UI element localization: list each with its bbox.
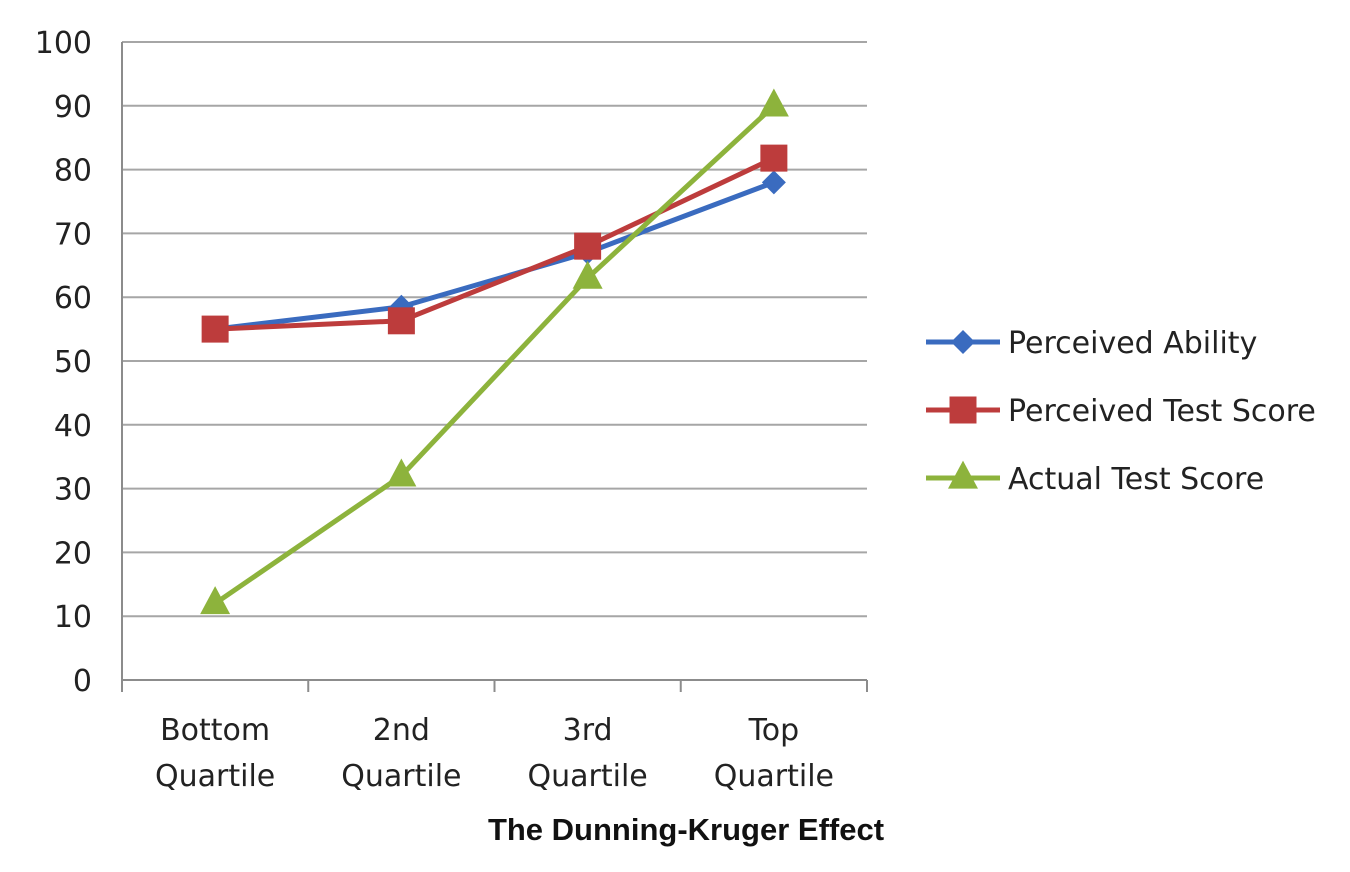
x-category-label: Quartile — [714, 759, 834, 794]
data-point-triangle — [758, 88, 789, 117]
series-actual-test-score — [200, 88, 789, 615]
y-tick-label: 20 — [54, 536, 92, 571]
x-category-label: Top — [748, 713, 800, 748]
y-tick-label: 90 — [54, 90, 92, 125]
x-category-label: Quartile — [341, 759, 461, 794]
series-line — [212, 179, 777, 332]
data-point-square — [387, 307, 415, 335]
legend-marker-diamond — [951, 330, 975, 354]
y-tick-label: 100 — [35, 26, 92, 61]
data-point-diamond — [761, 170, 786, 195]
legend-item: Perceived Test Score — [926, 394, 1316, 429]
x-category-label: Quartile — [528, 759, 648, 794]
series-lines — [200, 88, 789, 615]
series-line — [212, 155, 777, 332]
x-category-label: Bottom — [160, 713, 270, 748]
x-category-label: 3rd — [563, 713, 613, 748]
y-tick-label: 60 — [54, 281, 92, 316]
legend-label: Perceived Ability — [1008, 326, 1257, 361]
series-line — [212, 103, 777, 606]
legend-item: Perceived Ability — [926, 326, 1257, 361]
x-axis-category-labels: Bottom Quartile 2nd Quartile 3rd Quartile Top Q… — [155, 713, 834, 794]
data-point-triangle — [200, 586, 231, 615]
axes — [121, 42, 868, 692]
y-tick-label: 40 — [54, 409, 92, 444]
data-point-square — [760, 144, 788, 172]
legend-marker-triangle — [948, 460, 978, 489]
y-tick-label: 70 — [54, 217, 92, 252]
y-tick-label: 10 — [54, 600, 92, 635]
legend-marker-square — [949, 396, 977, 424]
legend-label: Perceived Test Score — [1008, 394, 1316, 429]
series-perceived-test-score — [201, 144, 788, 343]
y-tick-label: 50 — [54, 345, 92, 380]
data-point-square — [201, 315, 229, 343]
figure-caption: The Dunning-Kruger Effect — [487, 812, 885, 847]
y-axis-tick-labels: 0 10 20 30 40 50 60 70 80 90 100 — [35, 26, 92, 699]
y-tick-label: 30 — [54, 473, 92, 508]
gridlines — [122, 41, 867, 618]
y-tick-label: 0 — [73, 664, 92, 699]
data-point-square — [574, 232, 602, 260]
legend-label: Actual Test Score — [1008, 462, 1264, 497]
y-tick-label: 80 — [54, 154, 92, 189]
x-category-label: Quartile — [155, 759, 275, 794]
legend-item: Actual Test Score — [926, 460, 1264, 497]
data-point-triangle — [572, 260, 603, 289]
x-category-label: 2nd — [373, 713, 430, 748]
legend: Perceived Ability Perceived Test Score Act… — [926, 326, 1316, 497]
data-point-triangle — [386, 458, 417, 487]
